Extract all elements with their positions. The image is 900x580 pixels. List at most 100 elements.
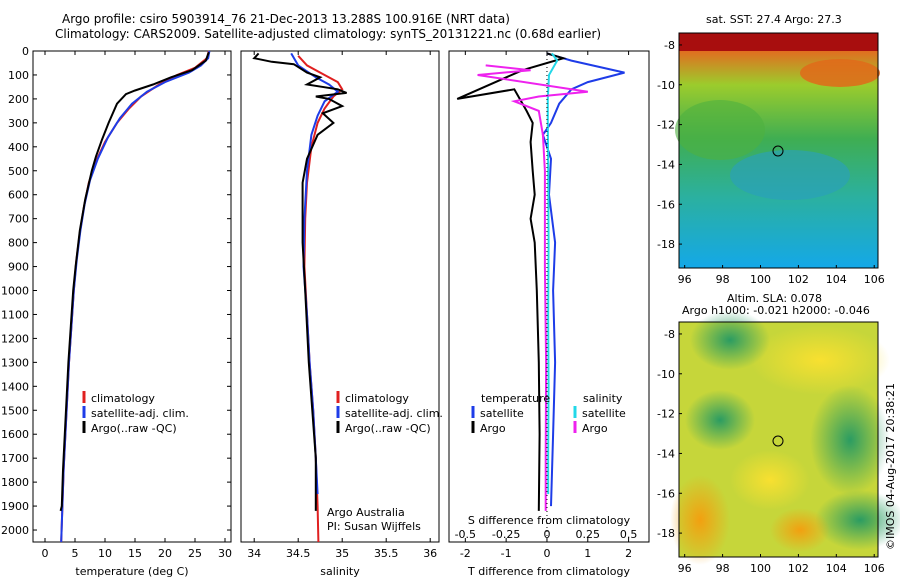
- x-tick-label: 1: [584, 547, 591, 560]
- y-tick-label: 200: [8, 93, 29, 106]
- sla-map: [670, 310, 900, 565]
- map-x-tick-label: 104: [826, 273, 847, 286]
- title-line-2: Climatology: CARS2009. Satellite-adjuste…: [55, 27, 602, 41]
- legend-label: satellite-adj. clim.: [91, 407, 189, 420]
- series-line: [60, 50, 211, 543]
- x-tick-label: -2: [460, 547, 471, 560]
- map-y-tick-label: -12: [657, 119, 675, 132]
- annotation-text: PI: Susan Wijffels: [327, 520, 421, 533]
- y-tick-label: 0: [22, 45, 29, 58]
- salinity-axes: [240, 50, 440, 543]
- y-tick-label: 1600: [1, 428, 29, 441]
- x-tick-label: 20: [158, 547, 172, 560]
- s-tick-label: 0.25: [576, 528, 601, 541]
- x-tick-label: 30: [218, 547, 232, 560]
- y-tick-label: 900: [8, 261, 29, 274]
- map-y-tick-label: -18: [657, 238, 675, 251]
- map-x-tick-label: 98: [716, 273, 730, 286]
- annotation-text: Argo Australia: [327, 506, 405, 519]
- y-tick-label: 1000: [1, 285, 29, 298]
- map-y-tick-label: -10: [657, 79, 675, 92]
- sst-argo-marker: [772, 145, 784, 157]
- legend-label: satellite: [582, 407, 626, 420]
- y-tick-label: 400: [8, 141, 29, 154]
- map-y-tick-label: -14: [657, 158, 675, 171]
- map-y-tick-label: -12: [657, 408, 675, 421]
- s-tick-label: -0.5: [455, 528, 476, 541]
- map-y-tick-label: -16: [657, 487, 675, 500]
- x-tick-label: 36: [423, 547, 437, 560]
- y-tick-label: 700: [8, 213, 29, 226]
- y-tick-label: 1400: [1, 380, 29, 393]
- x-tick-label: 35.5: [374, 547, 399, 560]
- x-tick-label: 0: [543, 547, 550, 560]
- difference-axes: [448, 50, 650, 543]
- map-x-tick-label: 100: [750, 562, 771, 575]
- legend-title: temperature: [481, 392, 550, 405]
- sla-axis-ticks: 96 98 100 102 104 106 -8 -10 -12 -14 -16 -18: [657, 328, 885, 575]
- y-tick-label: 100: [8, 69, 29, 82]
- y-tick-label: 2000: [1, 524, 29, 537]
- y-tick-label: 1200: [1, 332, 29, 345]
- sla-title-line-1: Altim. SLA: 0.078: [727, 292, 822, 305]
- legend-title: salinity: [583, 392, 623, 405]
- series-line: [252, 52, 347, 511]
- map-x-tick-label: 104: [826, 562, 847, 575]
- y-tick-label: 1500: [1, 404, 29, 417]
- series-line: [546, 52, 559, 495]
- legend-label: climatology: [91, 392, 155, 405]
- legend-label: Argo: [480, 422, 506, 435]
- sst-map: [675, 32, 880, 269]
- series-line: [59, 51, 210, 512]
- x-axis-label: salinity: [320, 565, 360, 578]
- map-x-tick-label: 102: [788, 273, 809, 286]
- x-tick-label: 34.5: [286, 547, 311, 560]
- legend-label: Argo: [582, 422, 608, 435]
- sla-title-line-2: Argo h1000: -0.021 h2000: -0.046: [682, 304, 870, 317]
- y-tick-label: 1100: [1, 308, 29, 321]
- temperature-axes: [32, 50, 232, 543]
- x-tick-label: -1: [501, 547, 512, 560]
- x-tick-label: 2: [625, 547, 632, 560]
- series-line: [456, 52, 567, 511]
- series-line: [477, 64, 588, 511]
- y-tick-label: 1300: [1, 356, 29, 369]
- s-tick-label: 0.5: [620, 528, 638, 541]
- s-tick-label: 0: [543, 528, 550, 541]
- map-y-tick-label: -14: [657, 447, 675, 460]
- x-tick-label: 25: [188, 547, 202, 560]
- map-x-tick-label: 100: [750, 273, 771, 286]
- map-x-tick-label: 106: [864, 562, 885, 575]
- map-y-tick-label: -8: [664, 328, 675, 341]
- map-x-tick-label: 102: [788, 562, 809, 575]
- x-tick-label: 34: [247, 547, 261, 560]
- y-tick-label: 300: [8, 117, 29, 130]
- legend-label: satellite-adj. clim.: [345, 407, 443, 420]
- series-line: [60, 50, 210, 543]
- x-axis-label: temperature (deg C): [75, 565, 188, 578]
- map-x-tick-label: 98: [716, 562, 730, 575]
- x-tick-label: 35: [335, 547, 349, 560]
- y-tick-label: 600: [8, 189, 29, 202]
- map-x-tick-label: 96: [678, 273, 692, 286]
- x-tick-label: 15: [128, 547, 142, 560]
- sst-axis-ticks: 96 98 100 102 104 106 -8 -10 -12 -14 -16 -18: [657, 39, 885, 286]
- x-tick-label: 10: [98, 547, 112, 560]
- legend-label: climatology: [345, 392, 409, 405]
- series-line: [541, 52, 625, 507]
- y-tick-label: 500: [8, 165, 29, 178]
- map-y-tick-label: -16: [657, 198, 675, 211]
- sla-argo-marker: [772, 435, 784, 447]
- y-tick-label: 1700: [1, 452, 29, 465]
- legend-label: Argo(..raw -QC): [91, 422, 177, 435]
- map-x-tick-label: 96: [678, 562, 692, 575]
- map-y-tick-label: -18: [657, 527, 675, 540]
- legend-label: satellite: [480, 407, 524, 420]
- map-y-tick-label: -10: [657, 368, 675, 381]
- salinity-plot: 34 34.5 35 35.5 36 salinity climatology satelli…: [247, 51, 443, 578]
- y-tick-label: 1800: [1, 476, 29, 489]
- title-line-1: Argo profile: csiro 5903914_76 21-Dec-20…: [62, 12, 510, 26]
- s-tick-label: -0.25: [492, 528, 520, 541]
- y-tick-label: 800: [8, 237, 29, 250]
